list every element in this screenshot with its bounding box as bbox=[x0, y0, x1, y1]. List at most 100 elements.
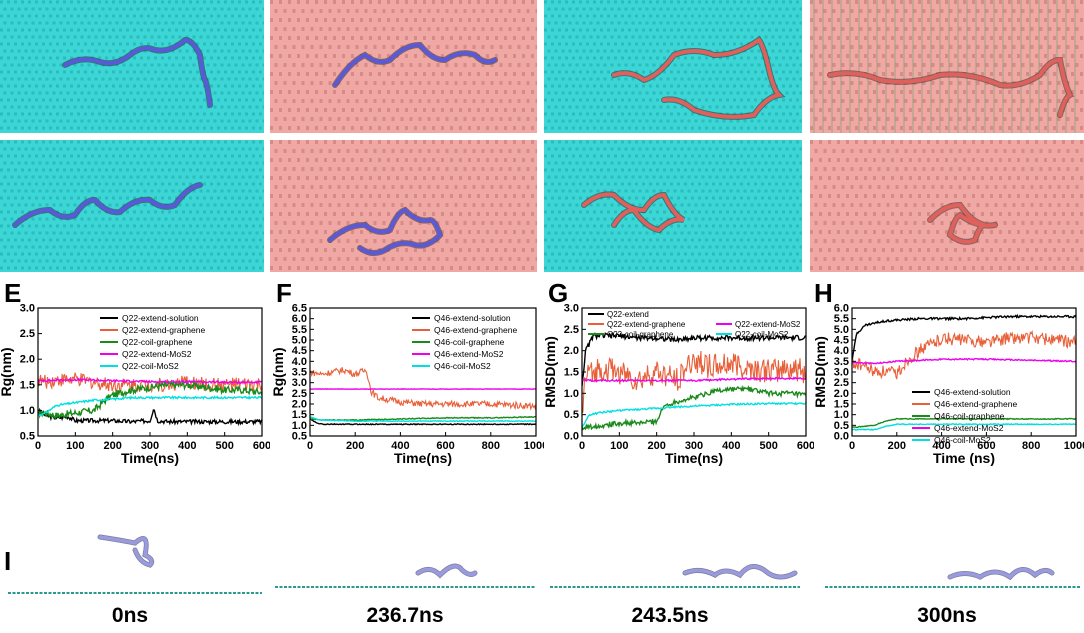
molecule-chain bbox=[333, 43, 497, 87]
y-tick-label: 3.0 bbox=[834, 367, 849, 379]
series-line-Q22-coil-MoS2 bbox=[582, 401, 806, 428]
snapshot-a-coil bbox=[0, 140, 264, 272]
x-axis-label: Time(ns) bbox=[665, 450, 723, 466]
panel-label-e: E bbox=[4, 278, 22, 308]
legend-label: Q22-extend-graphene bbox=[607, 320, 686, 329]
y-tick-label: 2.0 bbox=[292, 399, 307, 411]
plot-area bbox=[38, 372, 262, 427]
x-tick-label: 500 bbox=[759, 440, 777, 452]
panel-label-g: G bbox=[548, 278, 569, 308]
series-line-Q22-coil-graphene bbox=[38, 379, 262, 420]
snapshot-a-extended bbox=[0, 0, 264, 133]
x-axis-label: Time(ns) bbox=[394, 450, 452, 466]
series-line-Q22-extend-MoS2 bbox=[582, 376, 806, 383]
x-tick-label: 400 bbox=[932, 440, 950, 452]
y-tick-label: 3.0 bbox=[20, 303, 35, 315]
y-tick-label: 1.0 bbox=[564, 388, 579, 400]
surface-D1 bbox=[810, 0, 1084, 133]
x-tick-label: 0 bbox=[307, 440, 313, 452]
x-tick-label: 600 bbox=[436, 440, 454, 452]
molecule-chain bbox=[98, 535, 154, 567]
y-tick-label: 2.5 bbox=[20, 328, 35, 340]
surface-C2 bbox=[544, 140, 802, 272]
snapshot-c-extended bbox=[544, 0, 802, 133]
molecule-chain bbox=[328, 207, 443, 255]
series-line-Q46-extend-graphene bbox=[852, 329, 1076, 380]
chart-g-rmsd-q22: 0.0 0.5 1.0 1.5 2.0 2.5 3.0 0 100 200 300 400 500 600… bbox=[544, 303, 814, 467]
x-tick-label: 800 bbox=[1022, 440, 1040, 452]
legend-label: Q22-extend-graphene bbox=[122, 325, 205, 335]
y-tick-label: 4.5 bbox=[292, 345, 307, 357]
surface-C1 bbox=[544, 0, 802, 133]
x-tick-label: 600 bbox=[977, 440, 995, 452]
molecule-chain bbox=[612, 37, 784, 119]
x-tick-label: 400 bbox=[178, 440, 196, 452]
y-tick-label: 0.0 bbox=[834, 431, 849, 443]
plot-area bbox=[582, 332, 806, 431]
x-tick-label: 300 bbox=[141, 440, 159, 452]
surface-B1 bbox=[270, 0, 537, 133]
legend-label: Q46-coil-MoS2 bbox=[434, 361, 491, 371]
legend-label: Q22-coil-MoS2 bbox=[735, 330, 789, 339]
y-axis-label: Rg(nm) bbox=[0, 348, 14, 397]
y-tick-label: 4.5 bbox=[834, 335, 849, 347]
x-tick-label: 200 bbox=[647, 440, 665, 452]
x-tick-label: 100 bbox=[66, 440, 84, 452]
legend-label: Q46-coil-graphene bbox=[434, 337, 505, 347]
molecule-chain bbox=[63, 38, 212, 107]
molecule-chain bbox=[13, 183, 202, 227]
y-tick-label: 2.0 bbox=[20, 354, 35, 366]
molecule-chain bbox=[683, 564, 797, 579]
legend-label: Q22-extend-MoS2 bbox=[122, 349, 192, 359]
time-label-2: 243.5ns bbox=[631, 604, 709, 627]
y-tick-label: 2.0 bbox=[834, 388, 849, 400]
y-tick-label: 6.5 bbox=[292, 303, 307, 315]
y-tick-label: 2.5 bbox=[292, 388, 307, 400]
series-line-Q22-coil-graphene bbox=[582, 384, 806, 431]
snapshot-timeline bbox=[8, 534, 1080, 594]
y-tick-label: 2.5 bbox=[834, 377, 849, 389]
y-tick-label: 1.5 bbox=[292, 409, 307, 421]
y-tick-label: 6.0 bbox=[834, 303, 849, 315]
chart-e-rg-q22: 0.5 1.0 1.5 2.0 2.5 3.0 0 100 200 300 400 500 600 Tim… bbox=[0, 303, 270, 467]
y-axis-label: Rg(nm) bbox=[272, 348, 286, 397]
series-line-Q22-extend bbox=[582, 332, 806, 386]
chart-f-rg-q46: 0.51.01.52.02.53.03.54.04.55.05.56.06.5 0… bbox=[272, 303, 544, 467]
molecule-chain bbox=[948, 567, 1054, 580]
x-tick-label: 200 bbox=[888, 440, 906, 452]
x-axis-label: Time (ns) bbox=[933, 450, 995, 466]
y-tick-label: 3.5 bbox=[834, 356, 849, 368]
x-tick-label: 600 bbox=[253, 440, 270, 452]
series-line-Q22-extend-solution bbox=[38, 407, 262, 427]
snapshot-b-coil bbox=[270, 140, 537, 272]
y-tick-label: 2.5 bbox=[564, 324, 579, 336]
y-tick-label: 1.5 bbox=[564, 367, 579, 379]
panel-label-f: F bbox=[276, 278, 292, 308]
legend-label: Q46-extend-solution bbox=[434, 313, 511, 323]
legend-label: Q46-coil-graphene bbox=[934, 411, 1005, 421]
y-tick-label: 5.5 bbox=[834, 313, 849, 325]
x-tick-label: 100 bbox=[610, 440, 628, 452]
y-tick-label: 3.5 bbox=[292, 367, 307, 379]
surface-B2 bbox=[270, 140, 537, 272]
panel-label-i: I bbox=[4, 546, 12, 576]
y-tick-label: 1.5 bbox=[20, 379, 35, 391]
molecule-chain bbox=[828, 58, 1073, 117]
y-tick-label: 3.0 bbox=[564, 303, 579, 315]
time-label-3: 300ns bbox=[917, 604, 977, 627]
chart-h-rmsd-q46: 0.00.51.01.52.02.53.03.54.04.55.05.56.0 0… bbox=[814, 303, 1084, 467]
panel-label-h: H bbox=[814, 278, 833, 308]
surface-A2 bbox=[0, 140, 264, 272]
series-line-Q46-coil-graphene bbox=[310, 415, 536, 422]
x-tick-label: 500 bbox=[215, 440, 233, 452]
molecule-chain bbox=[582, 192, 685, 233]
molecule-chain bbox=[416, 564, 477, 578]
plot-area bbox=[310, 367, 536, 426]
series-line-Q22-coil-MoS2 bbox=[38, 395, 262, 417]
x-tick-label: 400 bbox=[722, 440, 740, 452]
y-axis-label: RMSD(nm) bbox=[814, 336, 828, 408]
x-tick-label: 300 bbox=[685, 440, 703, 452]
y-tick-label: 0.5 bbox=[564, 409, 579, 421]
x-tick-label: 0 bbox=[849, 440, 855, 452]
y-tick-label: 5.5 bbox=[292, 324, 307, 336]
